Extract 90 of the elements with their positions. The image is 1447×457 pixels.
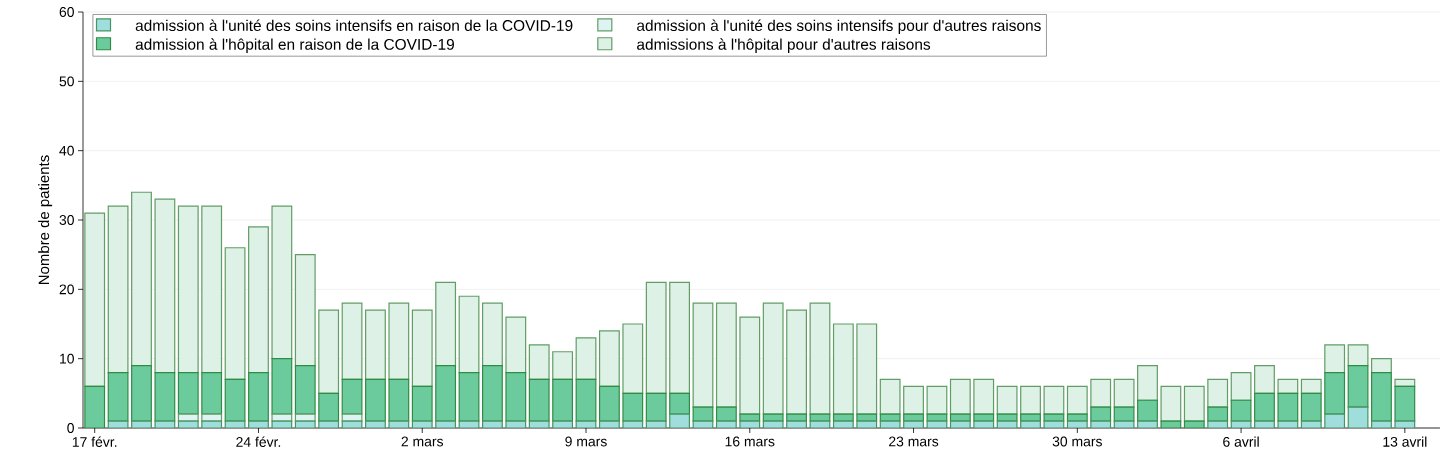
y-tick-label: 30 [59, 215, 74, 225]
bar [435, 365, 457, 422]
bar [669, 281, 691, 394]
bar [598, 330, 620, 387]
bar [388, 302, 410, 381]
bar [1113, 378, 1135, 408]
bar [1160, 385, 1182, 422]
bar [294, 254, 316, 367]
bar [1324, 344, 1346, 374]
x-tick-label: 30 mars [1052, 436, 1102, 447]
x-tick-label: 13 avril [1383, 436, 1427, 447]
bar [248, 371, 269, 422]
y-tick-label: 50 [59, 76, 74, 87]
bar [903, 385, 924, 415]
bar [1347, 344, 1369, 367]
legend-label: admission à l'hôpital en raison de la COVID-19 [135, 38, 454, 53]
bar [949, 378, 971, 415]
bar [248, 226, 269, 374]
bar [177, 205, 199, 374]
bar [645, 281, 667, 394]
bar [1300, 378, 1322, 394]
bar [201, 371, 223, 415]
bar [1137, 365, 1158, 401]
y-tick-label: 10 [60, 353, 74, 364]
bar [739, 316, 761, 415]
bar [365, 309, 386, 381]
bar [996, 385, 1018, 415]
bar [84, 212, 106, 387]
bar [528, 344, 550, 381]
bar [224, 247, 246, 381]
bar [271, 205, 293, 360]
bar [809, 302, 831, 415]
bar [1371, 371, 1392, 422]
bar [1347, 365, 1369, 408]
bar [1207, 378, 1229, 408]
x-tick-label: 23 mars [889, 436, 939, 447]
bar [715, 302, 737, 408]
bar [435, 281, 457, 367]
bar [575, 337, 597, 381]
bar [1090, 378, 1112, 408]
bar [131, 365, 152, 422]
bar [505, 316, 527, 374]
y-tick-label: 40 [59, 145, 74, 156]
bar [1254, 365, 1275, 394]
bar [1183, 385, 1205, 422]
bar [458, 295, 480, 374]
bar [1324, 371, 1346, 415]
bar [832, 323, 854, 415]
bar [1371, 358, 1392, 374]
bar [622, 323, 644, 394]
bar [552, 378, 574, 422]
bar [411, 309, 433, 387]
bar [1066, 385, 1088, 415]
y-tick-label: 60 [59, 7, 74, 17]
bar [856, 323, 878, 415]
bar [1277, 378, 1299, 394]
x-tick-label: 16 mars [725, 436, 775, 447]
bar [482, 302, 503, 367]
bar [341, 302, 363, 381]
bar [482, 365, 503, 422]
y-tick-label: 0 [67, 423, 74, 433]
x-tick-label: 2 mars [401, 436, 444, 447]
x-tick-label: 24 févr. [236, 436, 281, 447]
bar [318, 392, 340, 422]
legend-label: admissions à l'hôpital pour d'autres raisons [637, 38, 931, 53]
bar [318, 309, 340, 394]
y-tick-label: 20 [59, 284, 74, 295]
bar [692, 302, 714, 408]
bar [131, 191, 152, 367]
x-tick-label: 17 févr. [72, 436, 117, 447]
bar [926, 385, 948, 415]
bar [201, 205, 223, 374]
x-tick-label: 6 avril [1223, 436, 1259, 447]
bar [762, 302, 784, 415]
bar [879, 378, 901, 415]
bar [1254, 392, 1275, 422]
bar [1020, 385, 1041, 415]
bar [154, 198, 176, 374]
x-tick-label: 9 mars [565, 436, 607, 447]
bar [552, 351, 574, 381]
legend-label: admission à l'unité des soins intensifs en raison de la COVID-19 [135, 19, 573, 31]
bar [1230, 371, 1252, 401]
bar [598, 385, 620, 422]
bar [786, 309, 807, 415]
bar [365, 378, 386, 422]
bar [107, 205, 129, 374]
y-axis-title: Nombre de patients [38, 155, 53, 284]
bar [973, 378, 995, 415]
legend-label: admission à l'unité des soins intensifs pour d'autres raisons [637, 19, 1041, 35]
bar [1043, 385, 1065, 415]
